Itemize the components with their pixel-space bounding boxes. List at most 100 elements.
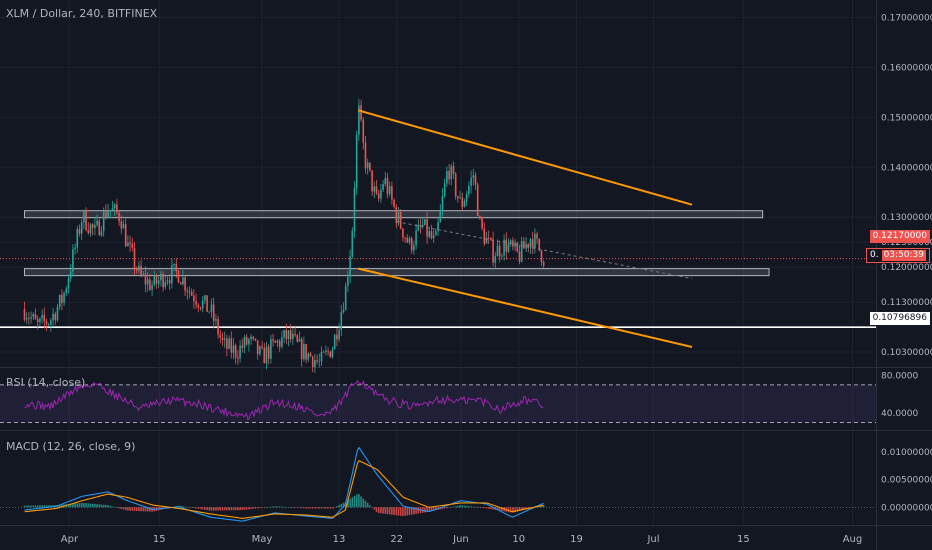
candle-body [166,280,169,282]
macd-histogram-bar [133,507,136,511]
support-resistance-zone [23,210,764,219]
macd-histogram-bar [25,505,28,508]
candle-body [523,241,525,249]
candle-body [118,212,120,222]
macd-histogram-bar [450,507,453,508]
candle-body [443,183,446,197]
macd-histogram-bar [523,507,525,511]
candle-body [171,265,173,284]
macd-histogram-bar [69,503,72,508]
candle-body [116,204,118,213]
macd-histogram-bar [333,507,336,508]
candle-body [226,338,228,349]
macd-histogram-bar [226,507,228,511]
rsi-line [24,379,544,421]
candle-body [406,237,409,243]
macd-histogram-bar [80,502,83,508]
candle-body [221,337,224,340]
candle-body [402,228,404,238]
candle-body [129,242,131,244]
candle-body [175,263,178,271]
candle-body [342,310,345,313]
macd-histogram-bar [113,507,116,508]
macd-histogram-bar [417,507,420,514]
candle-body [164,281,167,288]
macd-histogram-bar [461,505,464,508]
candle-body [364,142,367,169]
macd-histogram-bar [204,507,206,510]
rsi-band-fill [0,384,876,423]
candle-body [272,339,274,341]
candle-body [102,211,105,232]
candle-body [529,239,532,248]
candle-body [283,330,285,338]
macd-histogram-bar [542,505,545,508]
macd-histogram-bar [230,507,233,511]
countdown-time: 03:50:39 [881,250,926,261]
support-resistance-zone [23,268,770,277]
rsi-axis-label: 40.0000 [881,409,918,419]
candle-body [325,350,327,353]
macd-histogram-bar [193,507,195,509]
macd-histogram-bar [514,507,516,513]
macd-histogram-bar [263,507,266,508]
macd-histogram-bar [120,507,123,509]
candle-body [531,239,534,249]
macd-histogram-bar [316,507,318,509]
macd-histogram-bar [28,505,30,508]
candle-body [252,336,255,339]
candle-body [474,175,477,185]
macd-histogram-bar [426,507,428,513]
macd-axis-label: 0.00000000 [881,503,932,513]
macd-histogram-bar [116,507,118,508]
candle-body [512,240,514,247]
macd-histogram-bar [270,506,272,508]
macd-histogram-bar [501,507,503,512]
time-axis-label: Apr [60,534,79,545]
macd-histogram-bar [318,507,321,509]
candle-body [439,209,442,223]
macd-histogram-bar [83,503,85,508]
candle-body [534,233,536,249]
macd-histogram-bar [441,507,444,509]
candle-body [457,196,459,199]
macd-histogram-bar [395,507,398,516]
macd-histogram-bar [111,506,114,508]
candle-body [25,318,28,320]
time-axis-label: 15 [736,534,750,545]
time-axis-label: 13 [332,534,346,545]
candle-body [135,268,138,271]
macd-legend[interactable]: MACD (12, 26, close, 9) [6,440,136,453]
candle-body [358,105,360,135]
macd-histogram-bar [259,507,261,509]
macd-histogram-bar [252,507,255,509]
macd-histogram-bar [140,507,142,512]
macd-histogram-bar [217,507,219,511]
price-axis-label: 0.12000000 [881,263,932,273]
candle-body [327,350,329,352]
macd-histogram-bar [520,507,523,511]
candle-body [113,204,116,209]
symbol-legend[interactable]: XLM / Dollar, 240, BITFINEX [6,7,158,20]
candle-body [435,231,437,236]
candle-body [199,307,202,309]
macd-histogram-bar [446,507,448,509]
candle-body [232,345,235,353]
candle-body [421,224,424,227]
macd-histogram-bar [483,507,486,509]
price-axis-label: 0.13000000 [881,213,932,223]
rsi-legend[interactable]: RSI (14, close) [6,376,86,389]
candle-body [98,220,101,236]
candle-body [204,295,206,301]
macd-histogram-bar [91,503,94,508]
candle-body [292,333,294,340]
candle-body [190,291,193,296]
macd-histogram-bar [329,507,332,509]
macd-histogram-bar [67,504,70,508]
candle-body [496,245,499,257]
candle-body [362,119,365,143]
macd-histogram-bar [443,507,446,509]
macd-histogram-bar [281,506,283,508]
macd-histogram-bar [496,507,499,511]
